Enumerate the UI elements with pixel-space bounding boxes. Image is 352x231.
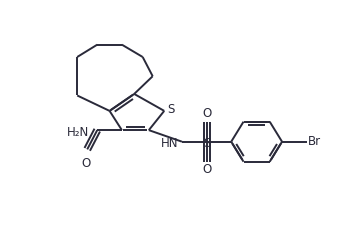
Text: S: S	[167, 103, 175, 116]
Text: O: O	[81, 157, 90, 170]
Text: Br: Br	[308, 135, 321, 148]
Text: HN: HN	[161, 137, 179, 150]
Text: O: O	[202, 107, 211, 120]
Text: H₂N: H₂N	[67, 126, 89, 139]
Text: O: O	[202, 163, 211, 176]
Text: S: S	[203, 137, 210, 150]
